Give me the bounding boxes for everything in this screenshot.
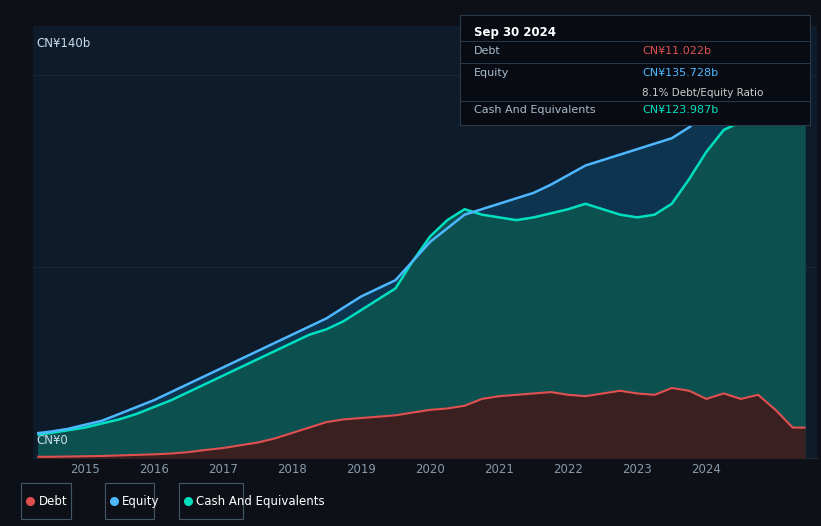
Text: Debt: Debt [474, 46, 501, 56]
Text: Cash And Equivalents: Cash And Equivalents [474, 105, 595, 115]
Text: Debt: Debt [39, 494, 67, 508]
Text: Sep 30 2024: Sep 30 2024 [474, 26, 556, 39]
Text: Equity: Equity [474, 68, 509, 78]
Text: Cash And Equivalents: Cash And Equivalents [196, 494, 325, 508]
Text: CN¥0: CN¥0 [37, 434, 68, 447]
Text: 8.1% Debt/Equity Ratio: 8.1% Debt/Equity Ratio [642, 88, 764, 98]
Text: CN¥11.022b: CN¥11.022b [642, 46, 711, 56]
Text: CN¥140b: CN¥140b [37, 37, 91, 50]
Text: CN¥135.728b: CN¥135.728b [642, 68, 718, 78]
Text: Equity: Equity [122, 494, 160, 508]
Text: CN¥123.987b: CN¥123.987b [642, 105, 718, 115]
